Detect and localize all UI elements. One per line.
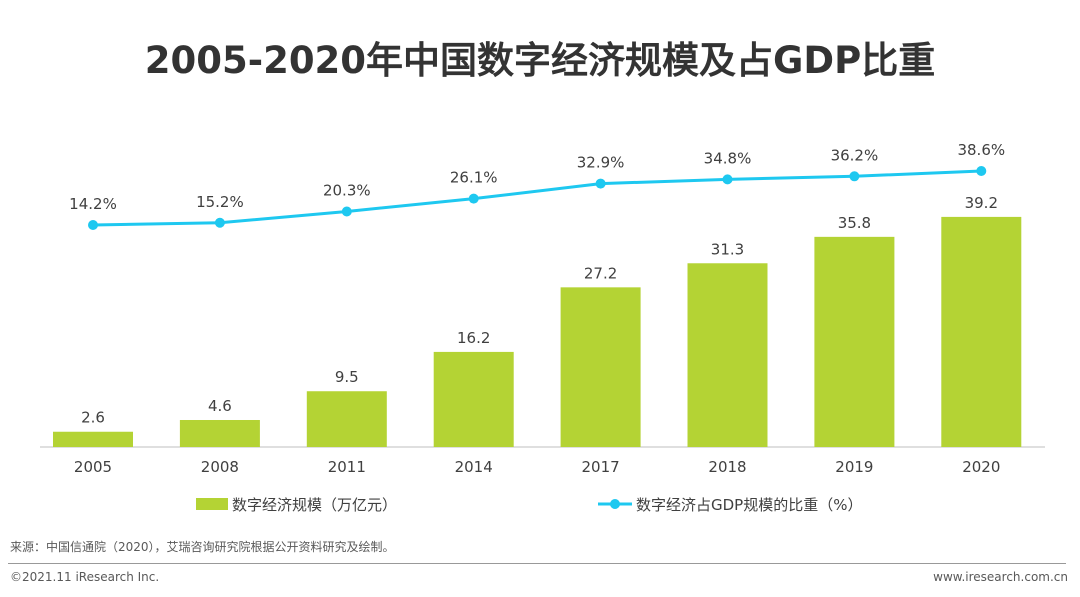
- bar: [53, 431, 133, 447]
- bar: [687, 263, 768, 447]
- legend-line-marker: [610, 499, 620, 509]
- line-point: [595, 178, 606, 189]
- line-label: 36.2%: [831, 146, 879, 164]
- bar-label: 31.3: [711, 240, 744, 258]
- bar: [306, 391, 387, 447]
- source-note: 来源：中国信通院（2020），艾瑞咨询研究院根据公开资料研究及绘制。: [10, 540, 395, 554]
- bar-label: 9.5: [335, 368, 359, 386]
- bar-label: 27.2: [584, 264, 617, 282]
- bar: [941, 216, 1022, 447]
- bar-label: 39.2: [965, 194, 998, 212]
- line-point: [88, 219, 98, 230]
- chart-title: 2005-2020年中国数字经济规模及占GDP比重: [144, 39, 936, 82]
- bar: [433, 351, 514, 447]
- bar-label: 4.6: [208, 397, 232, 415]
- x-tick-label: 2017: [582, 458, 620, 476]
- x-tick-label: 2008: [201, 458, 239, 476]
- x-tick-label: 2014: [455, 458, 493, 476]
- legend-bar-label: 数字经济规模（万亿元）: [232, 496, 397, 514]
- bar-label: 16.2: [457, 329, 490, 347]
- bar-label: 35.8: [838, 214, 871, 232]
- x-tick-label: 2018: [708, 458, 746, 476]
- line-label: 14.2%: [69, 195, 117, 213]
- bar: [179, 419, 260, 447]
- x-tick-label: 2020: [962, 458, 1000, 476]
- line-point: [976, 165, 987, 176]
- line-series: [92, 169, 982, 227]
- x-tick-label: 2019: [835, 458, 873, 476]
- x-tick-label: 2005: [74, 458, 112, 476]
- legend-line-label: 数字经济占GDP规模的比重（%）: [636, 496, 862, 514]
- bar: [560, 287, 641, 447]
- legend-bar-swatch: [196, 498, 228, 510]
- line-label: 34.8%: [704, 149, 752, 167]
- x-tick-label: 2011: [328, 458, 366, 476]
- line-point: [722, 174, 733, 185]
- copyright: ©2021.11 iResearch Inc.: [10, 570, 160, 584]
- line-point: [214, 217, 225, 228]
- line-point: [468, 193, 479, 204]
- line-label: 15.2%: [196, 193, 244, 211]
- line-label: 20.3%: [323, 181, 371, 199]
- line-point: [849, 171, 860, 182]
- bar: [814, 236, 895, 447]
- bar-label: 2.6: [81, 409, 105, 427]
- line-label: 38.6%: [957, 141, 1005, 159]
- divider: [8, 563, 1066, 564]
- line-label: 26.1%: [450, 169, 498, 187]
- line-point: [341, 206, 352, 217]
- website: www.iresearch.com.cn: [933, 570, 1068, 584]
- line-label: 32.9%: [577, 154, 625, 172]
